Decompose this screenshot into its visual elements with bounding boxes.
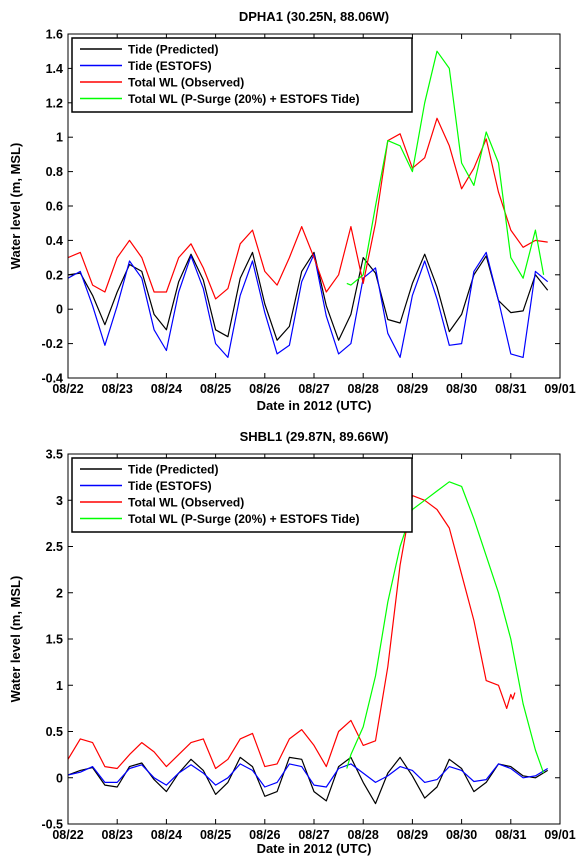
y-tick-label: 0.5 <box>46 725 63 739</box>
y-tick-label: -0.4 <box>41 372 63 386</box>
x-tick-label: 08/22 <box>52 828 83 842</box>
x-tick-label: 08/28 <box>348 382 379 396</box>
x-tick-label: 08/27 <box>298 828 329 842</box>
series-line <box>68 251 549 358</box>
x-tick-label: 08/25 <box>200 828 231 842</box>
y-tick-label: 1.6 <box>46 28 63 42</box>
legend-label: Tide (Predicted) <box>128 43 218 57</box>
x-tick-label: 08/26 <box>249 382 280 396</box>
y-tick-label: 3 <box>56 494 63 508</box>
y-tick-label: 0.8 <box>46 165 63 179</box>
legend-label: Tide (ESTOFS) <box>128 479 212 493</box>
legend: Tide (Predicted) Tide (ESTOFS) Total WL (O… <box>71 457 413 533</box>
series-line <box>346 481 545 774</box>
chart-dpha1: 08/22 08/23 08/24 08/25 08/26 08/27 08/28 08/29… <box>8 9 576 413</box>
x-tick-label: 08/22 <box>52 382 83 396</box>
x-tick-label: 08/29 <box>397 382 428 396</box>
legend-label: Total WL (P-Surge (20%) + ESTOFS Tide) <box>128 512 359 526</box>
x-tick-label: 08/30 <box>446 382 477 396</box>
x-tick-label: 09/01 <box>544 828 575 842</box>
x-tick-label: 08/31 <box>495 828 526 842</box>
x-tick-label: 08/24 <box>151 828 182 842</box>
chart-shbl1: 08/22 08/23 08/24 08/25 08/26 08/27 08/28 08/29… <box>8 429 576 856</box>
series-line <box>346 50 545 286</box>
series-line <box>68 763 549 788</box>
y-tick-label: 1.5 <box>46 633 63 647</box>
x-tick-label: 08/23 <box>102 828 133 842</box>
y-axis-label: Water level (m, MSL) <box>8 143 23 270</box>
x-tick-label: 08/27 <box>298 382 329 396</box>
y-tick-label: 1.4 <box>46 62 63 76</box>
y-tick-label: 0.4 <box>46 234 63 248</box>
legend-label: Total WL (Observed) <box>128 76 244 90</box>
x-tick-label: 09/01 <box>544 382 575 396</box>
x-axis-label: Date in 2012 (UTC) <box>257 841 372 856</box>
y-axis-label: Water level (m, MSL) <box>8 576 23 703</box>
x-tick-label: 08/26 <box>249 828 280 842</box>
legend: Tide (Predicted) Tide (ESTOFS) Total WL (O… <box>71 37 413 113</box>
y-tick-label: 0.6 <box>46 200 63 214</box>
y-tick-label: 2.5 <box>46 540 63 554</box>
y-tick-label: 0 <box>56 771 63 785</box>
x-tick-label: 08/31 <box>495 382 526 396</box>
y-tick-label: 1.2 <box>46 96 63 110</box>
legend-label: Tide (ESTOFS) <box>128 59 212 73</box>
y-tick-label: 3.5 <box>46 448 63 462</box>
legend-label: Total WL (P-Surge (20%) + ESTOFS Tide) <box>128 92 359 106</box>
series-group <box>68 481 549 805</box>
series-line <box>68 251 549 341</box>
y-tick-label: -0.5 <box>41 818 63 832</box>
x-tick-label: 08/24 <box>151 382 182 396</box>
x-axis-label: Date in 2012 (UTC) <box>257 398 372 413</box>
x-tick-label: 08/30 <box>446 828 477 842</box>
x-tick-label: 08/29 <box>397 828 428 842</box>
x-tick-label: 08/28 <box>348 828 379 842</box>
legend-label: Tide (Predicted) <box>128 463 218 477</box>
x-tick-label: 08/23 <box>102 382 133 396</box>
series-line <box>68 495 516 770</box>
chart-title: SHBL1 (29.87N, 89.66W) <box>240 429 389 444</box>
y-tick-label: 2 <box>56 586 63 600</box>
legend-box <box>71 457 413 533</box>
series-group <box>68 50 549 358</box>
legend-label: Total WL (Observed) <box>128 496 244 510</box>
y-tick-label: 1 <box>56 131 63 145</box>
y-tick-label: 1 <box>56 679 63 693</box>
y-tick-label: -0.2 <box>41 337 63 351</box>
x-tick-label: 08/25 <box>200 382 231 396</box>
chart-title: DPHA1 (30.25N, 88.06W) <box>239 9 389 24</box>
series-line <box>68 117 548 300</box>
y-tick-label: 0.2 <box>46 268 63 282</box>
y-tick-label: 0 <box>56 303 63 317</box>
legend-box <box>71 37 413 113</box>
